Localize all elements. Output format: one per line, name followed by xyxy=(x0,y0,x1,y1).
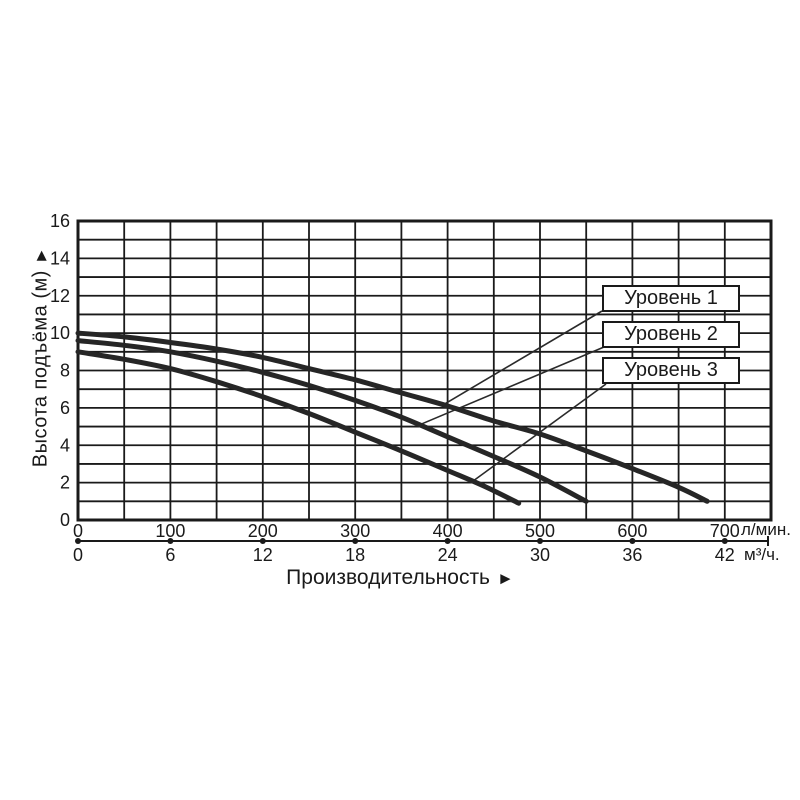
curve-uroven-3 xyxy=(75,349,522,506)
x-tick-label-lpm: 600 xyxy=(617,521,647,541)
x-tick-label-lpm: 300 xyxy=(340,521,370,541)
x-tick-label-m3h: 42 xyxy=(715,545,735,565)
x-axis-unit-lpm: л/мин. xyxy=(741,520,791,539)
secondary-axis-tick-dot xyxy=(721,538,728,544)
secondary-axis-tick-dot xyxy=(629,538,636,544)
legend-box-level-2: Уровень 2 xyxy=(602,321,740,348)
x-tick-label-m3h: 24 xyxy=(438,545,458,565)
y-tick-label: 14 xyxy=(50,248,70,268)
y-tick-label: 12 xyxy=(50,286,70,306)
y-tick-label: 0 xyxy=(60,510,70,530)
y-axis-title: Высота подъёма (м) ► xyxy=(30,247,53,467)
y-tick-label: 2 xyxy=(60,473,70,493)
secondary-axis-tick-dot xyxy=(75,538,81,544)
legend-box-level-3: Уровень 3 xyxy=(602,357,740,384)
secondary-axis-tick-dot xyxy=(167,538,174,544)
x-tick-label-m3h: 36 xyxy=(622,545,642,565)
secondary-axis-tick-dot xyxy=(259,538,266,544)
y-tick-label: 6 xyxy=(60,398,70,418)
x-axis-title-text: Производительность xyxy=(286,566,490,589)
x-tick-label-lpm: 200 xyxy=(248,521,278,541)
y-tick-label: 10 xyxy=(50,323,70,343)
y-axis-title-text: Высота подъёма (м) xyxy=(29,270,52,468)
secondary-axis-tick-dot xyxy=(352,538,359,544)
legend-label-level-1: Уровень 1 xyxy=(624,287,718,309)
y-tick-label: 16 xyxy=(50,211,70,231)
x-tick-label-m3h: 6 xyxy=(165,545,175,565)
legend-label-level-2: Уровень 2 xyxy=(624,323,718,345)
legend-leader-line-2 xyxy=(419,346,605,426)
x-tick-label-lpm: 700 xyxy=(710,521,740,541)
legend-box-level-1: Уровень 1 xyxy=(602,285,740,312)
x-tick-label-lpm: 500 xyxy=(525,521,555,541)
x-tick-label-lpm: 400 xyxy=(433,521,463,541)
x-tick-label-m3h: 18 xyxy=(345,545,365,565)
x-tick-label-m3h: 12 xyxy=(253,545,273,565)
secondary-axis-tick-dot xyxy=(444,538,451,544)
x-tick-label-lpm: 100 xyxy=(155,521,185,541)
curve-uroven-2 xyxy=(75,338,589,504)
x-tick-label-m3h: 30 xyxy=(530,545,550,565)
x-tick-label-lpm: 0 xyxy=(73,521,83,541)
x-axis-arrow-icon: ► xyxy=(497,569,514,588)
y-tick-label: 4 xyxy=(60,435,70,455)
x-tick-label-m3h: 0 xyxy=(73,545,83,565)
y-tick-label: 8 xyxy=(60,361,70,381)
secondary-axis-tick-dot xyxy=(537,538,543,544)
x-axis-unit-m3h: м³/ч. xyxy=(744,545,780,564)
plot-border xyxy=(76,219,773,522)
legend-label-level-3: Уровень 3 xyxy=(624,359,718,381)
curve-uroven-1 xyxy=(75,330,710,504)
x-axis-title: Производительность ► xyxy=(286,566,514,590)
y-axis-arrow-icon: ► xyxy=(31,246,51,265)
legend-leader-line-1 xyxy=(440,310,603,407)
